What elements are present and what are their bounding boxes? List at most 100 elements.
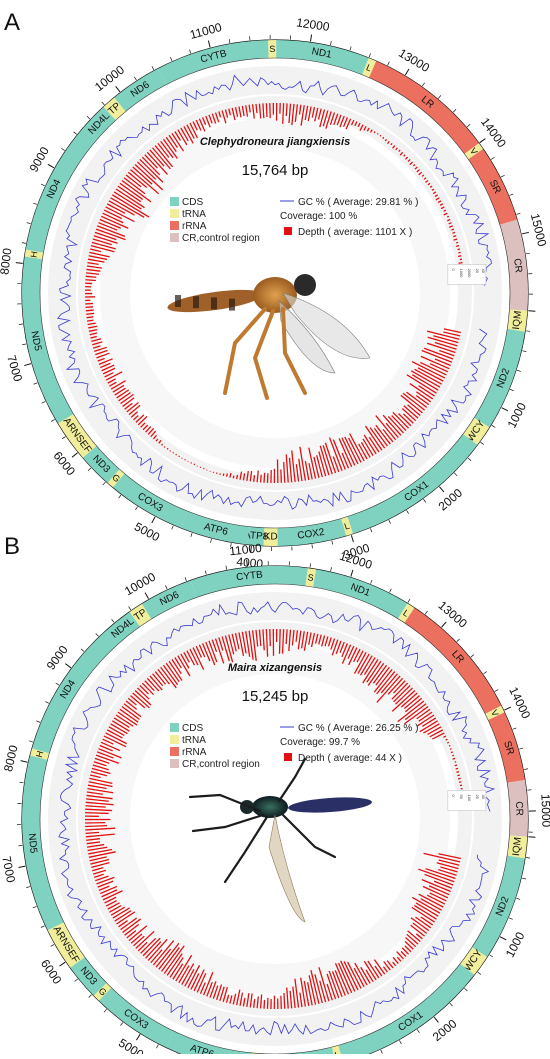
panel-a-tick <box>389 520 391 524</box>
panel-b-tick <box>483 672 486 674</box>
panel-b-legend-label-cds: CDS <box>182 723 203 734</box>
panel-b-depth-bar <box>453 758 455 759</box>
panel-b-tick <box>36 721 40 723</box>
panel-b-tick-label-2000: 2000 <box>430 1016 460 1044</box>
panel-b-depth-bar <box>450 749 451 750</box>
panel-a-tick <box>170 57 172 61</box>
panel-b-gc-scale-1: 40 <box>481 795 486 800</box>
panel-a-tick-label-8000: 8000 <box>0 247 14 275</box>
panel-b-legend-swatch-cds <box>170 723 179 732</box>
panel-b-tick <box>185 577 186 581</box>
panel-b-depth-bar <box>457 775 459 776</box>
panel-b-tick-label-6000: 6000 <box>38 957 65 987</box>
panel-a-tick <box>103 482 106 485</box>
panel-a-tick-label-12000: 12000 <box>295 15 330 34</box>
fly-head <box>294 274 316 296</box>
panel-a-depth-bar <box>256 104 257 113</box>
panel-b-tick <box>509 918 513 920</box>
panel-a-tick-label-5000: 5000 <box>132 519 162 544</box>
panel-a-tick <box>48 164 54 167</box>
panel-b-tick <box>89 995 92 998</box>
panel-a-tick <box>191 533 192 537</box>
panel-a-tick <box>526 253 530 254</box>
panel-a-depth-bar <box>286 103 287 116</box>
panel-b-tick <box>519 748 523 749</box>
panel-a-letter: A <box>4 9 20 36</box>
panel-b-tick-label-9000: 9000 <box>44 643 71 673</box>
panel-a-legend-label-cr: CR,control region <box>182 233 260 244</box>
panel-a-tick <box>510 194 514 196</box>
panel-a-depth-bar <box>458 256 461 257</box>
fly-leg-1 <box>193 815 263 831</box>
panel-a-tick <box>42 401 46 403</box>
panel-b-tick <box>500 937 506 940</box>
panel-a-tick <box>526 331 530 332</box>
panel-b-gc-scale-0: 20 <box>475 795 480 800</box>
panel-b-tick <box>351 570 353 577</box>
panel-a-tick <box>33 203 37 204</box>
panel-a-depth-bar <box>377 133 378 134</box>
panel-b-tick <box>56 683 59 685</box>
panel-b-legend-depth-swatch <box>284 753 292 761</box>
panel-a-tick <box>152 517 155 523</box>
panel-a-tick <box>439 487 444 492</box>
panel-b-tick <box>226 566 227 570</box>
panel-a-tick <box>388 62 390 66</box>
panel-a-tick <box>22 344 26 345</box>
panel-b-tick <box>434 1017 438 1022</box>
dark-fly-photo <box>190 759 372 922</box>
panel-a-depth-bar <box>459 263 463 264</box>
panel-a-tick <box>330 41 331 45</box>
panel-b-depth-bar <box>447 742 449 743</box>
panel-a-gc-scale-0: 20 <box>475 269 480 274</box>
panel-b-depth-bar <box>455 765 457 766</box>
fly-leg-4 <box>283 815 335 857</box>
panel-a-legend-depth-swatch <box>284 227 292 235</box>
panel-a-tick-label-1000: 1000 <box>505 400 530 430</box>
panel-b-tick <box>205 571 206 575</box>
fly-thorax <box>253 277 297 313</box>
panel-a-depth-bar <box>451 229 454 230</box>
panel-a-legend-label-cds: CDS <box>182 197 203 208</box>
panel-b-tick <box>75 979 78 982</box>
panel-a-tick <box>422 83 424 86</box>
panel-a-depth-bar <box>374 132 375 134</box>
panel-a-tick <box>135 507 137 510</box>
panel-a-tick <box>370 528 372 532</box>
panel-a-tick-label-10000: 10000 <box>92 62 127 94</box>
panel-b-tick-label-8000: 8000 <box>1 744 21 773</box>
panel-a-depth-bar <box>254 475 255 482</box>
panel-a-tick <box>311 35 312 42</box>
panel-b-gene-label-13: ND5 <box>26 833 39 854</box>
panel-a-tick <box>407 510 409 513</box>
panel-b-tick <box>59 962 65 966</box>
panel-a-tick <box>88 468 91 471</box>
panel-a-legend-swatch-trna <box>170 209 179 218</box>
panel-a-tick <box>72 453 77 457</box>
panel-a-tick <box>369 53 370 57</box>
panel-a-depth-bar <box>87 317 94 318</box>
panel-b-tick <box>478 972 481 974</box>
panel-a-depth-bar <box>266 103 267 117</box>
panel-b-tick <box>45 702 49 704</box>
panel-b-depth-bar <box>85 813 109 814</box>
panel-a-depth-bar <box>261 475 262 483</box>
panel-b-tick <box>136 1034 140 1040</box>
panel-a-tick <box>152 66 154 70</box>
panel-b-tick <box>399 1040 401 1043</box>
panel-a-legend-swatch-cr <box>170 233 179 242</box>
panel-a-tick <box>74 132 77 134</box>
panel-b-tick <box>457 639 460 642</box>
panel-b-gene-label-0: IQM <box>511 837 524 857</box>
panel-b-tick <box>513 728 517 729</box>
panel-a-depth-bar <box>167 448 168 449</box>
panel-a-depth-bar <box>194 464 195 465</box>
panel-a-tick-label-13000: 13000 <box>396 46 432 75</box>
panel-b-coverage-text: Coverage: 99.7 % <box>280 737 360 748</box>
panel-b-tick-label-7000: 7000 <box>0 855 18 884</box>
panel-b-tick <box>516 898 520 899</box>
fly-band <box>229 299 235 311</box>
